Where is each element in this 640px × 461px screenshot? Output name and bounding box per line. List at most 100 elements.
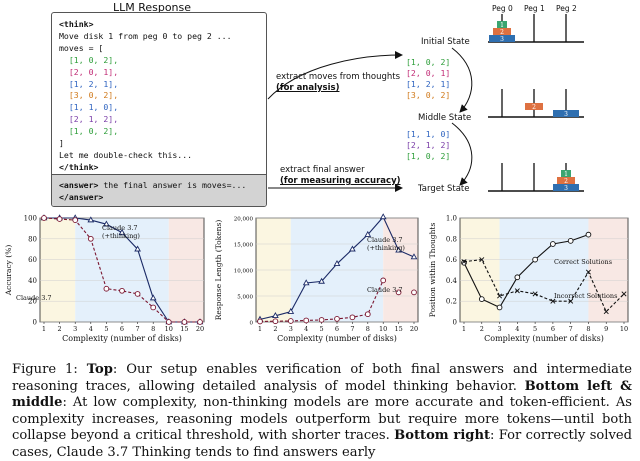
svg-text:2: 2	[564, 178, 568, 185]
data-point	[532, 291, 538, 297]
complexity-region	[588, 218, 628, 322]
y-tick-label: 0	[250, 321, 254, 327]
figure-caption: Figure 1: Top: Our setup enables verific…	[12, 362, 632, 461]
y-tick-label: 20,000	[234, 217, 254, 223]
middle-state-label: Middle State	[418, 113, 472, 123]
x-tick-label: 1	[462, 325, 466, 333]
extract-moves-annotation: extract moves from thoughts (for analysi…	[276, 72, 401, 93]
response-line: [1, 0, 2],	[59, 54, 119, 65]
data-point	[149, 294, 157, 301]
initial-to-middle-arrow	[451, 47, 473, 113]
top-diagram: 3 2 1 2 3 3 2 1	[267, 14, 584, 192]
data-point	[197, 319, 203, 325]
caption-top-text: : Our setup enables verification of both…	[12, 362, 632, 394]
y-axis-label: Accuracy (%)	[4, 245, 13, 297]
x-tick-label: 3	[289, 325, 293, 333]
response-line: [1, 1, 0],	[59, 102, 119, 113]
y-tick-label: 0.2	[446, 298, 457, 306]
chart-annotation: Claude 3.7	[367, 286, 403, 294]
data-point	[103, 220, 110, 227]
x-tick-label: 4	[304, 325, 308, 333]
chart-annotation: Claude 3.7	[102, 224, 138, 232]
chart-annotation: Incorrect Solutions	[554, 292, 617, 300]
x-tick-label: 2	[480, 325, 484, 333]
data-point	[621, 291, 627, 297]
y-tick-label: 60	[28, 256, 37, 264]
data-point	[514, 288, 520, 294]
data-point	[87, 235, 94, 242]
data-point	[334, 316, 340, 322]
series-line	[43, 217, 200, 323]
data-point	[411, 289, 417, 296]
y-axis-label: Position within Thoughts	[428, 223, 437, 318]
peg-1-label: Peg 1	[524, 4, 545, 13]
data-point	[56, 216, 63, 222]
target-state-label: Target State	[418, 184, 470, 194]
data-point	[364, 311, 371, 318]
x-tick-label: 4	[515, 325, 519, 333]
y-axis-label: Response Length (Tokens)	[214, 220, 223, 321]
x-tick-label: 20	[410, 325, 418, 333]
x-axis-label: Complexity (number of disks)	[277, 334, 397, 343]
response-line: ]	[59, 138, 64, 149]
disk-1	[497, 21, 507, 28]
target-state-disks: 3 2 1	[553, 170, 579, 192]
x-axis-label: Complexity (number of disks)	[62, 334, 182, 343]
svg-text:3: 3	[564, 111, 568, 118]
x-tick-label: 2	[58, 325, 62, 333]
data-point	[118, 228, 126, 235]
chart-annotation: (+thinking)	[367, 244, 405, 252]
y-tick-label: 15,000	[234, 243, 254, 249]
data-point	[395, 289, 402, 296]
caption-fig-label: Figure 1:	[12, 362, 78, 377]
svg-text:2: 2	[532, 104, 536, 111]
data-point	[41, 215, 47, 221]
x-tick-label: 3	[73, 325, 77, 333]
data-point	[603, 309, 609, 315]
y-tick-label: 10,000	[234, 269, 254, 275]
response-line: moves = [	[59, 42, 104, 53]
data-point	[380, 277, 387, 284]
data-point	[585, 231, 592, 238]
middle-state-disks: 2 3	[525, 103, 579, 118]
data-point	[496, 304, 503, 311]
data-point	[272, 312, 279, 319]
data-point	[181, 319, 188, 325]
y-tick-label: 20	[28, 298, 37, 306]
data-point	[410, 253, 418, 260]
disk-3-label: 3	[500, 36, 504, 43]
response-line: [2, 0, 1],	[59, 66, 119, 77]
response-line: [1, 0, 2],	[59, 126, 119, 137]
x-tick-label: 4	[89, 325, 93, 333]
chart-annotation: (+thinking)	[102, 232, 140, 240]
x-tick-label: 10	[165, 325, 173, 333]
chart-annotation: Correct Solutions	[554, 258, 612, 266]
caption-bottom-r-label: Bottom right	[394, 428, 491, 443]
y-tick-label: 0	[33, 319, 37, 327]
data-point	[272, 318, 279, 325]
peg-0-label: Peg 0	[492, 4, 513, 13]
x-tick-label: 1	[258, 325, 262, 333]
disk-3	[489, 35, 515, 42]
response-line: [3, 0, 2],	[59, 90, 119, 101]
response-line: [2, 1, 2],	[59, 114, 119, 125]
x-tick-label: 6	[551, 325, 555, 333]
data-point	[303, 317, 310, 324]
x-tick-label: 15	[394, 325, 402, 333]
data-point	[134, 291, 141, 297]
peg-2-label: Peg 2	[556, 4, 577, 13]
response-line: </think>	[59, 161, 99, 172]
llm-response-box: <think> Move disk 1 from peg 0 to peg 2 .…	[51, 12, 267, 207]
complexity-region	[460, 218, 500, 322]
data-point	[567, 238, 574, 244]
data-point	[514, 274, 521, 281]
y-tick-label: 100	[24, 215, 37, 223]
data-point	[134, 245, 141, 252]
data-point	[479, 257, 485, 263]
y-tick-label: 40	[28, 277, 37, 285]
complexity-region	[499, 218, 589, 322]
data-point	[72, 217, 79, 223]
complexity-region	[40, 218, 76, 322]
disk-1-label: 1	[500, 22, 504, 29]
x-tick-label: 15	[180, 325, 188, 333]
